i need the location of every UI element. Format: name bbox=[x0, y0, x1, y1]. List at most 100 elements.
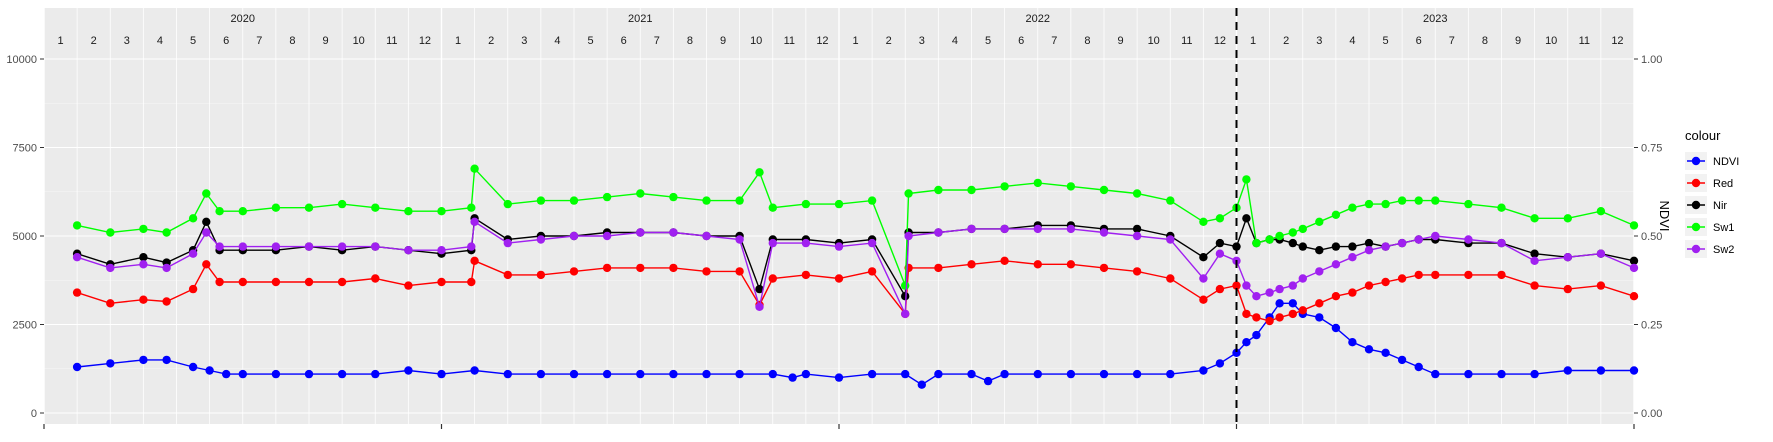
data-point bbox=[702, 369, 711, 379]
data-point bbox=[904, 231, 913, 241]
data-point bbox=[188, 249, 198, 258]
data-point bbox=[1298, 224, 1308, 234]
data-point bbox=[1232, 348, 1241, 357]
data-point bbox=[271, 277, 281, 287]
data-point bbox=[1381, 277, 1390, 287]
y-tick-label: 2500 bbox=[13, 320, 37, 332]
month-label: 5 bbox=[190, 35, 196, 47]
legend: colour NDVI Red Nir Sw1 Sw2 bbox=[1685, 128, 1739, 258]
legend-item-ndvi: NDVI bbox=[1685, 152, 1739, 170]
data-point bbox=[1199, 253, 1208, 262]
data-point bbox=[1596, 281, 1606, 290]
data-point bbox=[470, 366, 479, 375]
data-point bbox=[202, 228, 211, 237]
data-point bbox=[503, 270, 512, 280]
data-point bbox=[768, 369, 777, 379]
data-point bbox=[1000, 369, 1009, 379]
data-point bbox=[1288, 299, 1298, 308]
data-point bbox=[755, 302, 764, 311]
data-point bbox=[304, 203, 314, 212]
data-point bbox=[1530, 369, 1539, 379]
data-point bbox=[1275, 313, 1284, 322]
series-sw2 bbox=[72, 217, 1639, 319]
legend-item-red: Red bbox=[1685, 174, 1733, 192]
data-point bbox=[1530, 256, 1539, 265]
data-point bbox=[867, 196, 877, 205]
data-point bbox=[867, 267, 877, 276]
data-point bbox=[1629, 366, 1639, 375]
data-point bbox=[1066, 260, 1076, 269]
legend-label: Sw2 bbox=[1713, 244, 1734, 256]
data-point bbox=[1275, 299, 1284, 308]
data-point bbox=[503, 199, 512, 209]
data-point bbox=[702, 196, 711, 205]
month-label: 9 bbox=[720, 35, 726, 47]
data-point bbox=[72, 253, 82, 262]
data-point bbox=[1199, 366, 1208, 375]
legend-label: NDVI bbox=[1713, 156, 1739, 168]
data-point bbox=[1252, 292, 1261, 301]
data-point bbox=[304, 369, 314, 379]
data-point bbox=[1331, 292, 1341, 301]
data-point bbox=[304, 277, 314, 287]
series-red bbox=[72, 256, 1639, 326]
data-point bbox=[404, 281, 413, 290]
data-point bbox=[1242, 214, 1251, 223]
data-point bbox=[1298, 242, 1308, 251]
data-point bbox=[1199, 217, 1208, 226]
y2-axis-title: NDVI bbox=[1657, 200, 1672, 231]
data-point bbox=[1298, 274, 1308, 283]
data-point bbox=[934, 185, 943, 195]
data-point bbox=[1464, 235, 1473, 244]
data-point bbox=[735, 267, 744, 276]
data-point bbox=[72, 221, 82, 230]
data-point bbox=[1348, 253, 1357, 262]
data-point bbox=[1033, 178, 1043, 188]
data-point bbox=[934, 263, 943, 273]
y2-tick-label: 0.00 bbox=[1641, 408, 1662, 420]
data-point bbox=[139, 224, 148, 234]
month-label: 8 bbox=[1084, 35, 1090, 47]
data-point bbox=[162, 297, 171, 306]
legend-key-point bbox=[1691, 178, 1701, 188]
data-point bbox=[983, 376, 993, 386]
data-point bbox=[1431, 196, 1440, 205]
data-point bbox=[215, 242, 224, 251]
data-point bbox=[467, 203, 476, 212]
month-label: 4 bbox=[157, 35, 163, 47]
data-point bbox=[1265, 288, 1274, 297]
data-point bbox=[72, 362, 82, 372]
data-point bbox=[1364, 246, 1374, 255]
month-label: 6 bbox=[621, 35, 627, 47]
data-point bbox=[1215, 284, 1225, 294]
data-point bbox=[901, 281, 910, 290]
data-point bbox=[1242, 281, 1251, 290]
data-point bbox=[702, 267, 711, 276]
data-point bbox=[1464, 199, 1473, 209]
month-label: 11 bbox=[1181, 35, 1192, 47]
data-point bbox=[569, 369, 579, 379]
data-point bbox=[967, 185, 976, 195]
data-point bbox=[1275, 231, 1284, 241]
data-point bbox=[1431, 369, 1440, 379]
data-point bbox=[304, 242, 314, 251]
data-point bbox=[1497, 203, 1506, 212]
data-point bbox=[636, 228, 645, 237]
data-point bbox=[569, 196, 579, 205]
month-label: 4 bbox=[554, 35, 560, 47]
month-label: 7 bbox=[1051, 35, 1057, 47]
data-point bbox=[1596, 366, 1606, 375]
data-point bbox=[1414, 196, 1423, 205]
data-point bbox=[1252, 330, 1261, 340]
year-label: 2022 bbox=[1026, 13, 1050, 25]
data-point bbox=[1364, 238, 1374, 248]
data-point bbox=[569, 267, 579, 276]
data-point bbox=[222, 369, 231, 379]
data-point bbox=[371, 369, 380, 379]
data-point bbox=[602, 231, 612, 241]
data-point bbox=[669, 263, 678, 273]
legend-key-point bbox=[1691, 222, 1701, 232]
data-point bbox=[1132, 231, 1142, 241]
data-point bbox=[768, 203, 777, 212]
data-point bbox=[1099, 369, 1109, 379]
